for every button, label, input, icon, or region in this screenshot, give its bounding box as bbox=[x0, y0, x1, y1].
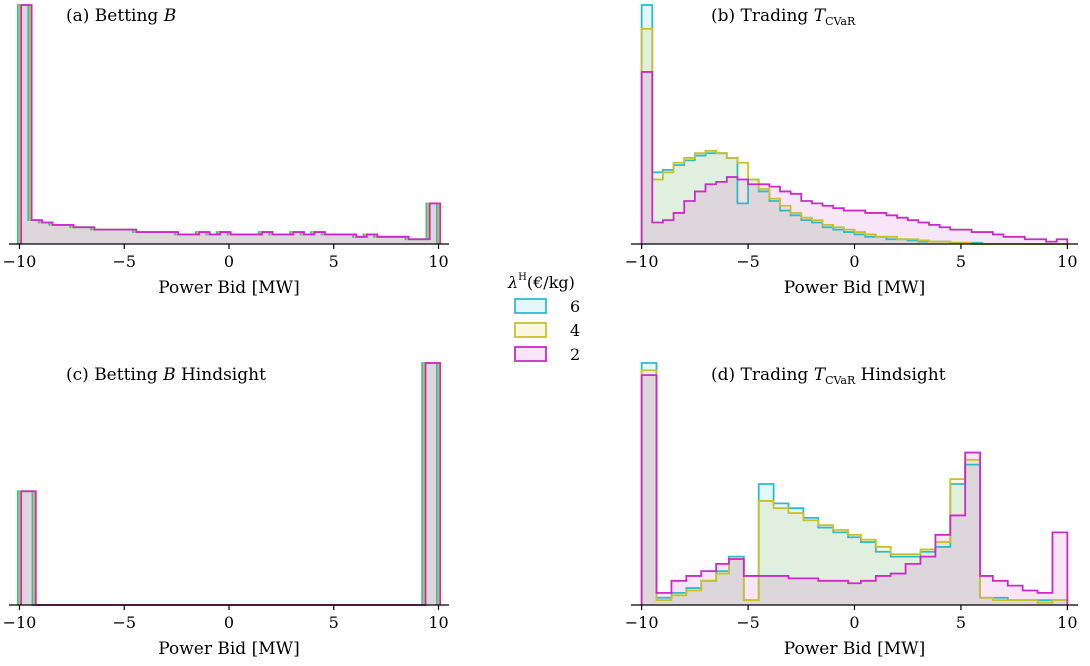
x-axis-label: Power Bid [MW] bbox=[158, 639, 300, 659]
series-line-2 bbox=[640, 374, 1069, 605]
series-fill-4 bbox=[19, 5, 439, 244]
x-tick-label: −10 bbox=[625, 613, 659, 632]
legend-swatch-6 bbox=[514, 298, 547, 314]
series-fill-2 bbox=[21, 363, 441, 605]
series-line-6 bbox=[16, 4, 438, 244]
series-line-2 bbox=[20, 362, 442, 606]
series-fill-4 bbox=[641, 370, 1068, 605]
x-axis-label: Power Bid [MW] bbox=[158, 278, 300, 298]
legend-title-sup: H bbox=[518, 272, 527, 283]
panel-title-symbol: T bbox=[814, 6, 827, 26]
legend-title: λH(€/kg) bbox=[507, 272, 575, 292]
series-lines bbox=[16, 4, 442, 244]
series-fill-2 bbox=[21, 5, 441, 244]
x-tick-label: −5 bbox=[112, 613, 136, 632]
panel-a-betting: −10 −5 0 5 10 Power Bid [MW] (a) Betting B bbox=[3, 4, 449, 298]
series-fill-4 bbox=[19, 363, 439, 605]
legend-swatch-2 bbox=[514, 346, 547, 362]
x-tick-label: 0 bbox=[224, 252, 234, 271]
x-tick-label: 5 bbox=[956, 252, 966, 271]
legend-label-6: 6 bbox=[570, 297, 580, 316]
x-axis-label: Power Bid [MW] bbox=[784, 278, 926, 298]
series-line-2 bbox=[20, 4, 442, 244]
panel-title: (a) Betting B bbox=[66, 6, 176, 26]
panel-title-text: (d) Trading bbox=[711, 365, 814, 385]
legend-swatch-4 bbox=[514, 322, 547, 338]
series-fills bbox=[17, 363, 441, 605]
legend-title-symbol: λ bbox=[507, 273, 518, 292]
series-line-6 bbox=[16, 362, 438, 606]
x-tick-label: −10 bbox=[625, 252, 659, 271]
x-tick-label: −5 bbox=[736, 252, 760, 271]
panel-title-subscript: CVaR bbox=[825, 374, 856, 387]
panel-title-symbol: T bbox=[814, 365, 827, 385]
panel-title-suffix: Hindsight bbox=[855, 365, 945, 385]
x-tick-label: 0 bbox=[849, 252, 859, 271]
panel-title-suffix: Hindsight bbox=[176, 365, 266, 385]
x-tick-label: −5 bbox=[112, 252, 136, 271]
panel-title-text: (b) Trading bbox=[711, 6, 814, 26]
panel-title-symbol: B bbox=[162, 365, 176, 385]
panel-title-symbol: B bbox=[163, 6, 177, 26]
series-fill-6 bbox=[17, 5, 437, 244]
series-fill-6 bbox=[17, 363, 437, 605]
legend: λH(€/kg) 6 4 2 bbox=[507, 272, 580, 364]
series-fill-6 bbox=[641, 363, 1068, 605]
legend-title-unit: (€/kg) bbox=[527, 273, 575, 292]
series-fills bbox=[641, 363, 1068, 605]
x-tick-label: 5 bbox=[329, 252, 339, 271]
series-lines bbox=[16, 362, 442, 606]
x-tick-label: 5 bbox=[956, 613, 966, 632]
x-tick-label: 10 bbox=[428, 252, 448, 271]
series-line-2 bbox=[640, 71, 1069, 244]
x-tick-label: 0 bbox=[224, 613, 234, 632]
panel-d-trading-cvar-hindsight: −10 −5 0 5 10 Power Bid [MW] (d) Trading TCVaR… bbox=[625, 362, 1078, 659]
series-fills bbox=[17, 5, 441, 244]
panel-b-trading-cvar: −10 −5 0 5 10 Power Bid [MW] (b) Trading TCVaR bbox=[625, 4, 1078, 298]
legend-label-2: 2 bbox=[570, 345, 580, 364]
panel-title: (c) Betting B Hindsight bbox=[66, 365, 266, 385]
legend-label-4: 4 bbox=[570, 321, 580, 340]
x-tick-label: 5 bbox=[329, 613, 339, 632]
panel-title-text: (a) Betting bbox=[66, 6, 164, 26]
x-axis-label: Power Bid [MW] bbox=[784, 639, 926, 659]
series-lines bbox=[640, 362, 1069, 605]
panel-title-subscript: CVaR bbox=[825, 15, 856, 28]
panel-title-text: (c) Betting bbox=[66, 365, 163, 385]
x-tick-label: 10 bbox=[1057, 613, 1077, 632]
series-line-4 bbox=[640, 369, 1069, 605]
series-line-4 bbox=[18, 4, 440, 244]
series-line-4 bbox=[640, 28, 1068, 245]
x-tick-label: −5 bbox=[736, 613, 760, 632]
x-tick-label: 10 bbox=[1057, 252, 1077, 271]
x-tick-label: 0 bbox=[849, 613, 859, 632]
series-fills bbox=[641, 5, 1068, 245]
series-fill-2 bbox=[641, 375, 1068, 605]
panel-c-betting-hindsight: −10 −5 0 5 10 Power Bid [MW] (c) Betting B Hin… bbox=[3, 362, 449, 659]
x-tick-label: −10 bbox=[3, 252, 37, 271]
x-tick-label: 10 bbox=[428, 613, 448, 632]
panel-title: (b) Trading TCVaR bbox=[711, 6, 856, 28]
panel-title: (d) Trading TCVaR Hindsight bbox=[711, 365, 946, 387]
series-line-4 bbox=[18, 362, 440, 606]
x-tick-label: −10 bbox=[3, 613, 37, 632]
series-lines bbox=[640, 4, 1069, 245]
